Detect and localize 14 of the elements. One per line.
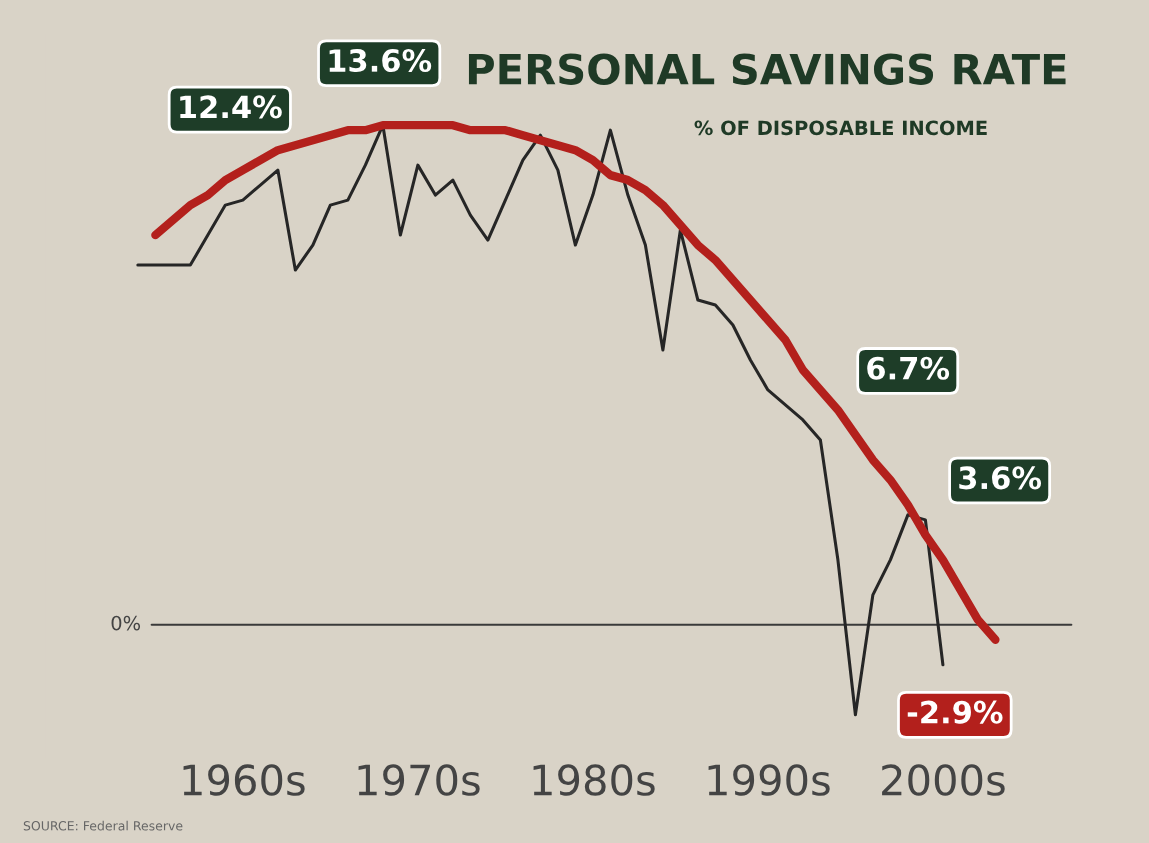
chart-title: PERSONAL SAVINGS RATE xyxy=(468,53,1066,85)
text: 13.6% xyxy=(329,48,432,73)
chart-subtitle: % OF DISPOSABLE INCOME xyxy=(694,120,987,136)
x-tick-label: 2000s xyxy=(882,764,1005,796)
x-tick-label: 1970s xyxy=(358,764,480,796)
text: 12.4% xyxy=(180,95,282,119)
x-tick-label: 1990s xyxy=(708,764,830,796)
x-tick-label: 1960s xyxy=(183,764,305,796)
x-tick-label: 1980s xyxy=(533,764,655,796)
source-note: SOURCE: Federal Reserve xyxy=(23,820,183,831)
annotation: 3.6% xyxy=(959,466,1042,490)
annotation: -2.9% xyxy=(907,700,1003,724)
annotation: 6.7% xyxy=(867,356,950,380)
ref-line-label: 0% xyxy=(111,615,141,631)
